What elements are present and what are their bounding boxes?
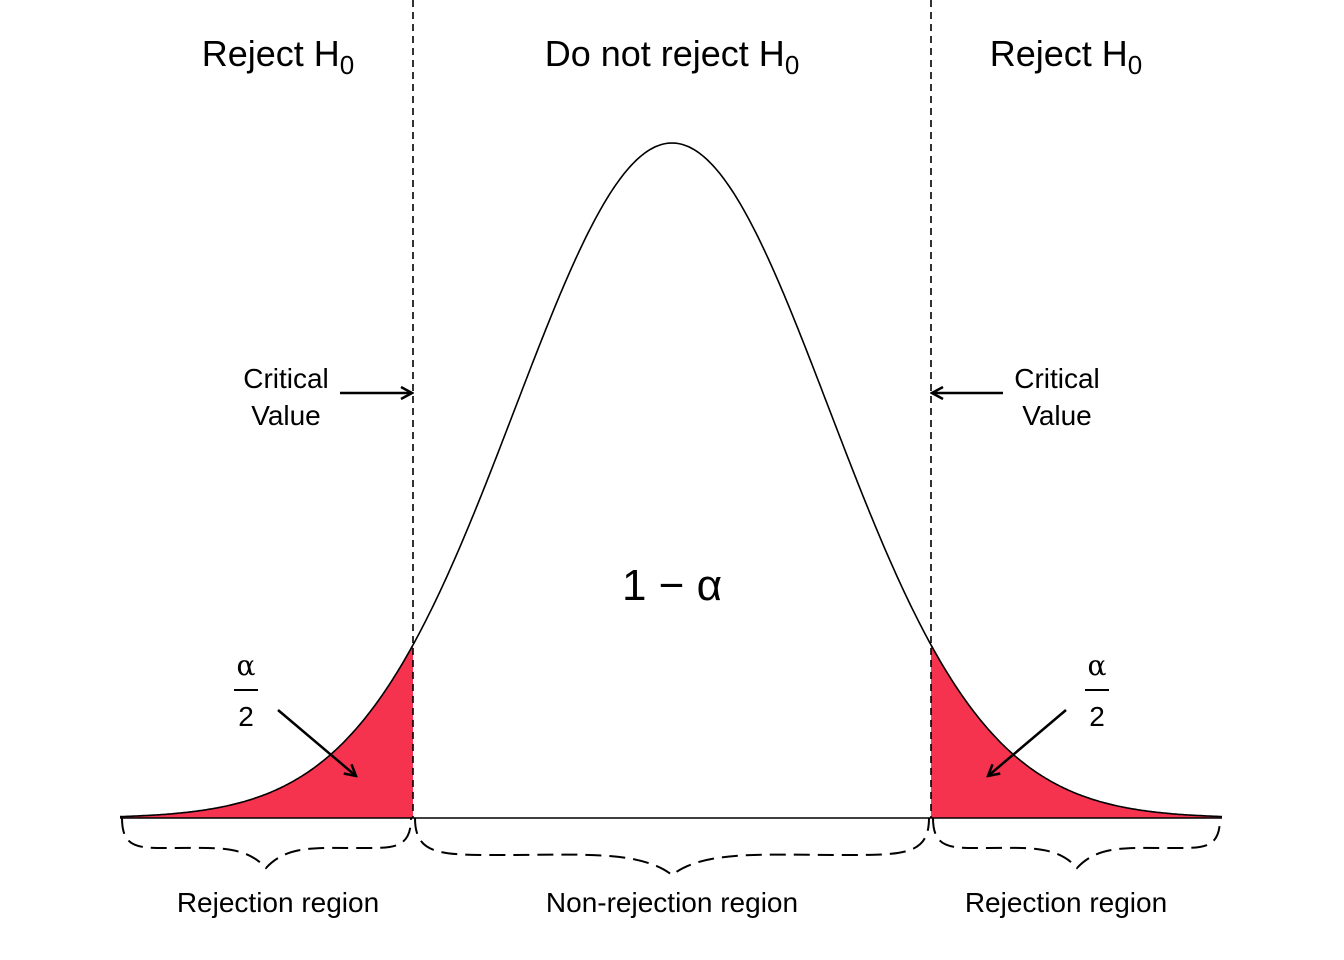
critical-label: Value <box>1022 400 1092 431</box>
brace <box>121 817 412 870</box>
brace <box>414 817 930 877</box>
arrow <box>988 709 1067 776</box>
alpha-numerator: α <box>237 649 256 682</box>
arrow <box>277 709 356 776</box>
region-label: Rejection region <box>965 887 1167 918</box>
center-label: 1 − α <box>622 561 722 610</box>
alpha-denominator: 2 <box>238 701 254 732</box>
critical-label: Critical <box>1014 363 1100 394</box>
region-label: Non-rejection region <box>546 887 798 918</box>
critical-label: Critical <box>243 363 329 394</box>
braces <box>121 817 1221 877</box>
normal-curve <box>119 142 1222 818</box>
region-label: Rejection region <box>177 887 379 918</box>
rejection-area <box>931 644 1222 818</box>
brace <box>932 817 1221 870</box>
top-label: Do not reject H0 <box>545 33 800 80</box>
top-label: Reject H0 <box>202 33 355 80</box>
critical-label: Value <box>251 400 321 431</box>
top-label: Reject H0 <box>990 33 1143 80</box>
alpha-numerator: α <box>1088 649 1107 682</box>
rejection-area <box>120 644 413 818</box>
alpha-denominator: 2 <box>1089 701 1105 732</box>
